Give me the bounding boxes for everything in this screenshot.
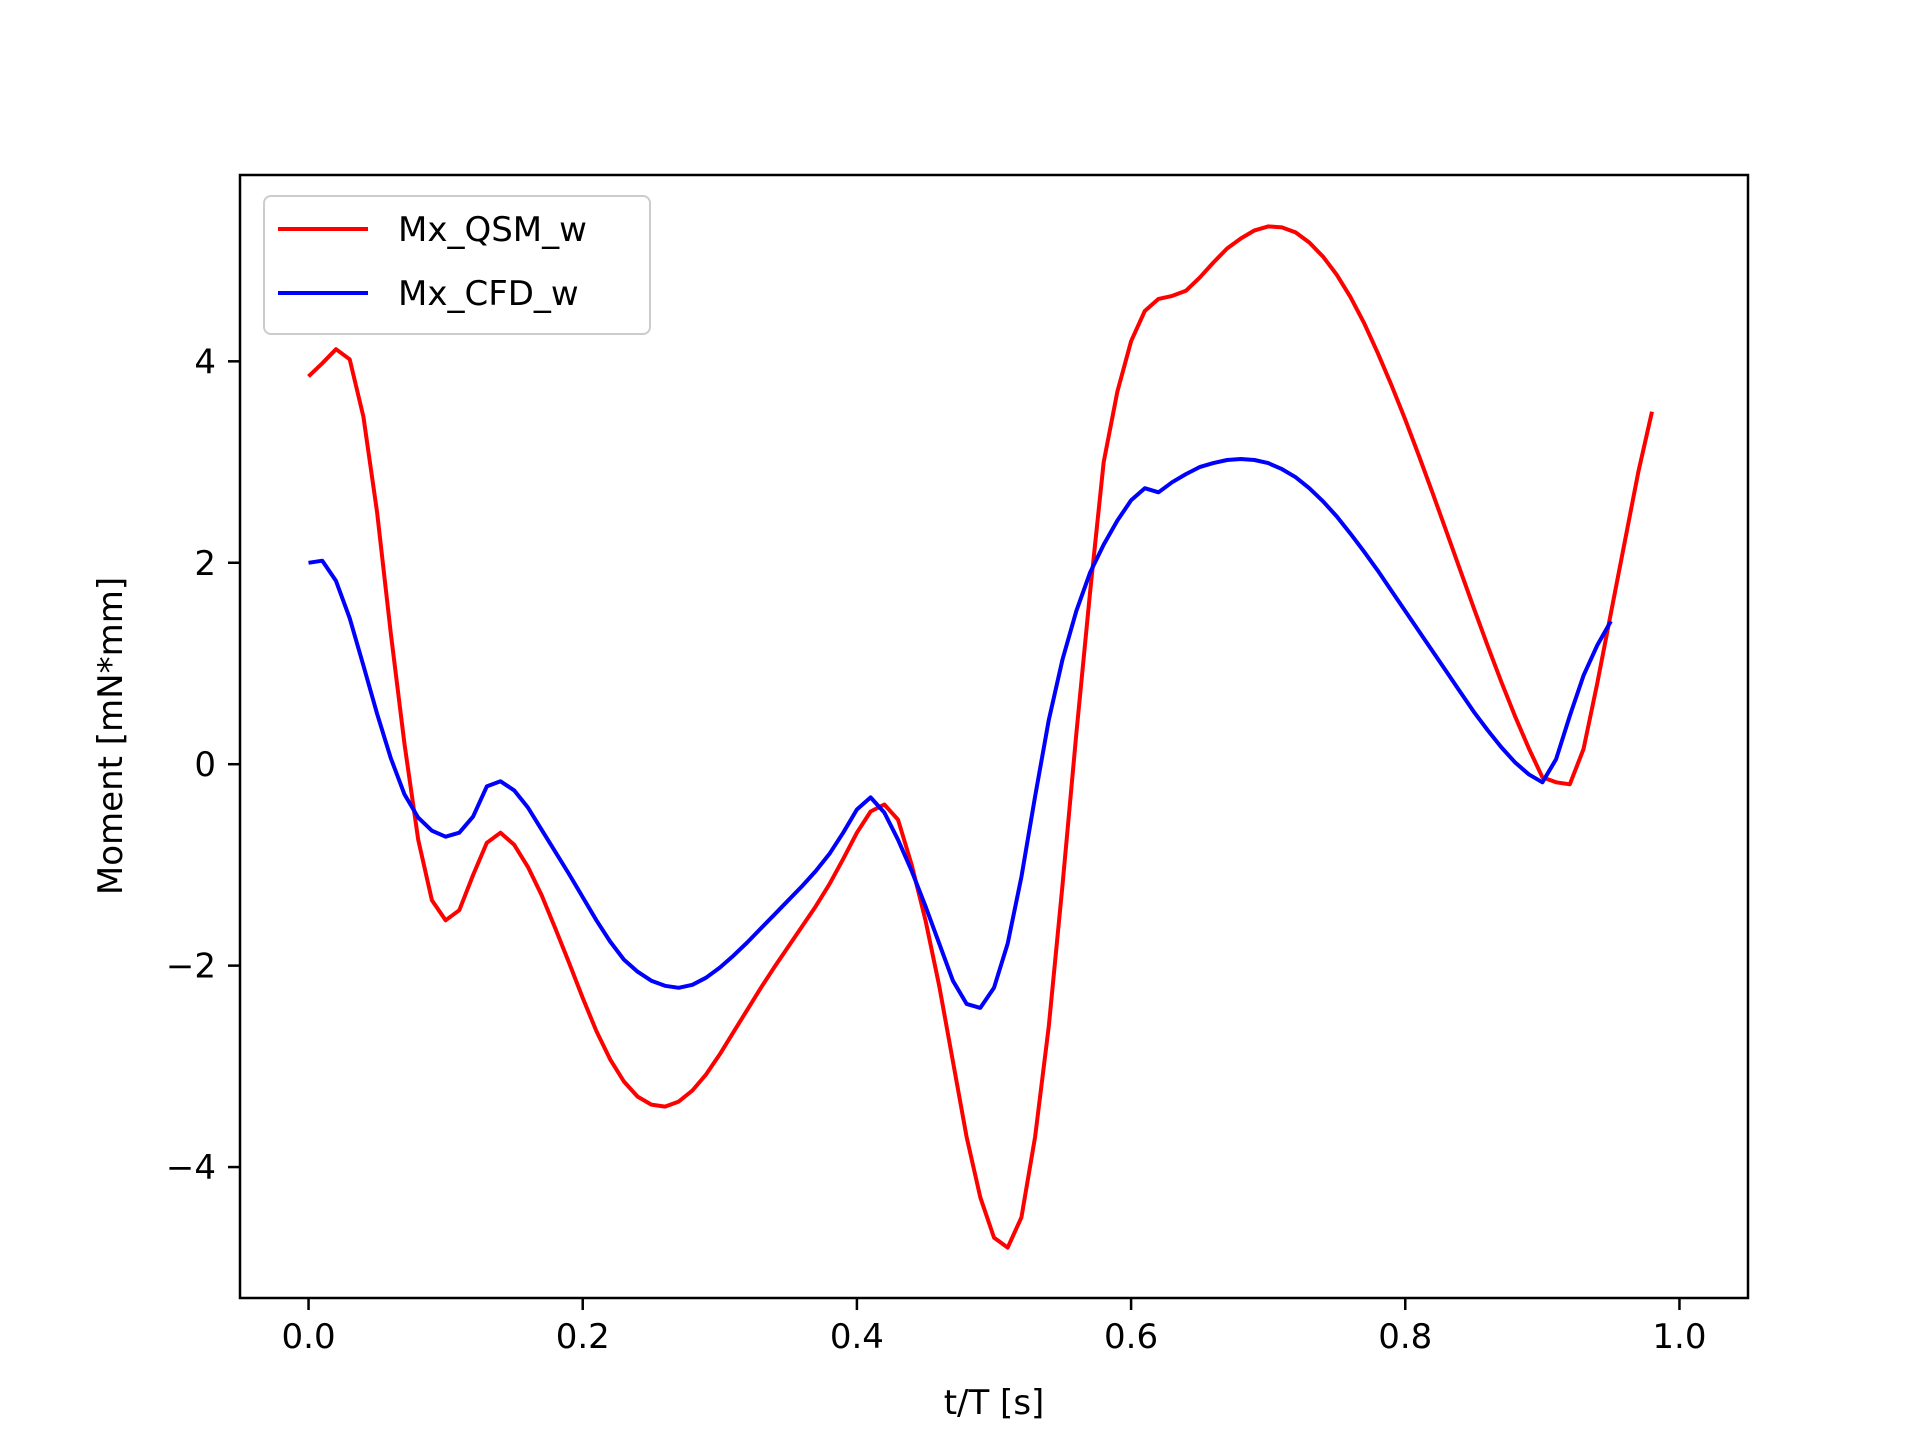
legend: Mx_QSM_w Mx_CFD_w — [263, 195, 651, 335]
plot-frame — [238, 173, 1750, 1300]
x-tick-label: 1.0 — [1652, 1317, 1706, 1357]
y-tick-label: 0 — [194, 745, 216, 785]
y-axis-label: Moment [mN*mm] — [91, 577, 131, 895]
x-tick-label: 0.6 — [1104, 1317, 1158, 1357]
series-line-mx-qsm-w — [307, 224, 1654, 1250]
y-tick-label: −4 — [166, 1148, 216, 1188]
series-line-mx-cfd-w — [308, 457, 1613, 1010]
series-layer — [307, 224, 1654, 1250]
legend-label-mx-qsm-w: Mx_QSM_w — [398, 210, 587, 250]
x-axis-label: t/T [s] — [944, 1383, 1045, 1423]
x-axis: 0.0 0.2 0.4 0.6 0.8 1.0 — [282, 1298, 1706, 1357]
x-tick-label: 0.8 — [1378, 1317, 1432, 1357]
legend-label-mx-cfd-w: Mx_CFD_w — [398, 274, 579, 314]
y-tick-label: 2 — [194, 544, 216, 584]
x-tick-label: 0.4 — [830, 1317, 884, 1357]
x-tick-label: 0.2 — [556, 1317, 610, 1357]
y-tick-label: −2 — [166, 947, 216, 987]
y-axis: −4 −2 0 2 4 — [166, 342, 240, 1188]
y-tick-label: 4 — [194, 342, 216, 382]
x-tick-label: 0.0 — [282, 1317, 336, 1357]
